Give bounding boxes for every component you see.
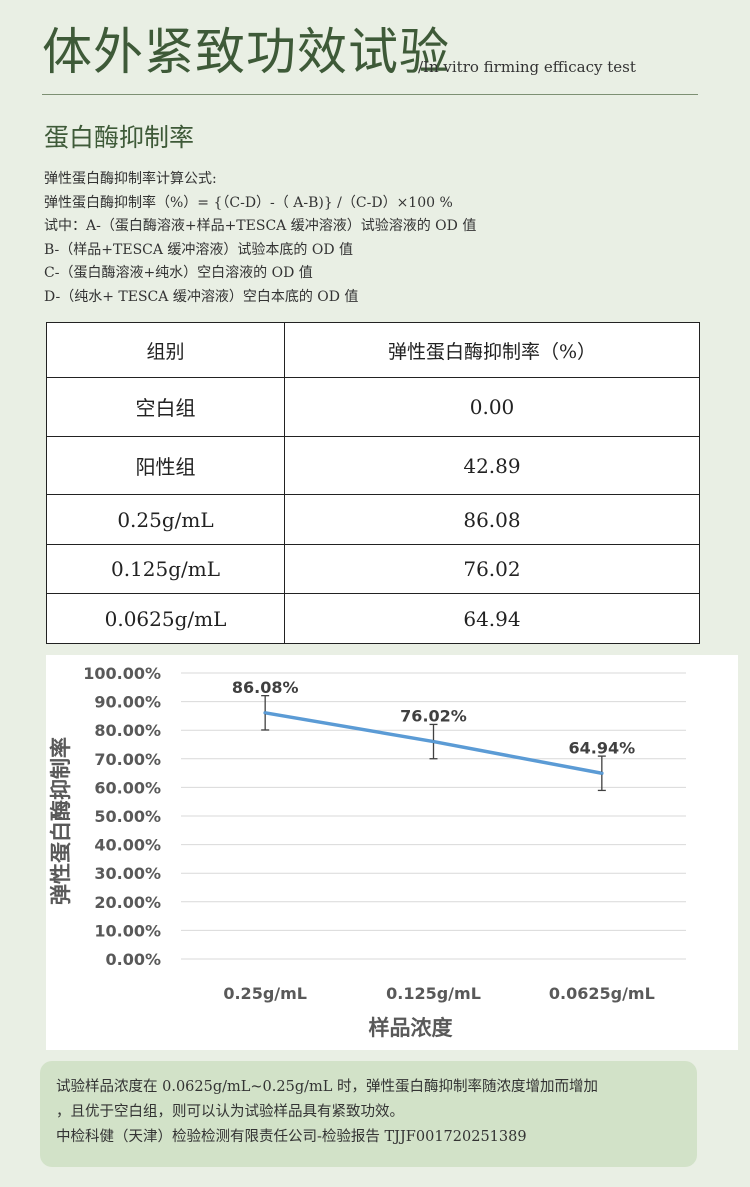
data-label: 86.08% — [232, 678, 299, 697]
data-point — [263, 711, 267, 715]
formula-block: 弹性蛋白酶抑制率计算公式: 弹性蛋白酶抑制率（%）= {（C-D）-（ A-B)… — [44, 168, 476, 309]
line-chart: 0.00% 10.00% 20.00% 30.00% 40.00% 50.00% 60.00… — [49, 664, 686, 1040]
x-axis-title: 样品浓度 — [369, 1016, 453, 1040]
y-tick-label: 80.00% — [94, 721, 161, 740]
table-row: 0.0625g/mL 64.94 — [46, 593, 700, 644]
x-tick-label: 0.125g/mL — [386, 984, 481, 1003]
formula-line: 弹性蛋白酶抑制率计算公式: — [44, 171, 217, 187]
y-tick-label: 90.00% — [94, 693, 161, 712]
table-cell: 76.02 — [284, 543, 700, 595]
table-cell: 0.25g/mL — [46, 494, 285, 545]
x-tick-label: 0.25g/mL — [223, 984, 307, 1003]
x-tick-label: 0.0625g/mL — [549, 984, 655, 1003]
y-tick-label: 0.00% — [105, 950, 161, 969]
table-cell: 64.94 — [284, 593, 700, 644]
formula-line: B-（样品+TESCA 缓冲溶液）试验本底的 OD 值 — [44, 241, 354, 258]
y-tick-label: 50.00% — [94, 807, 161, 826]
y-tick-label: 30.00% — [94, 864, 161, 883]
y-tick-label: 70.00% — [94, 750, 161, 769]
y-tick-label: 60.00% — [94, 778, 161, 797]
chart-container: 0.00% 10.00% 20.00% 30.00% 40.00% 50.00% 60.00… — [46, 655, 738, 1050]
table-cell: 0.00 — [284, 377, 700, 437]
table-cell: 0.0625g/mL — [46, 593, 285, 644]
y-tick-label: 40.00% — [94, 836, 161, 855]
results-table: 组别 弹性蛋白酶抑制率（%） 空白组 0.00 阳性组 42.89 0.25g/… — [46, 321, 700, 644]
data-point — [432, 740, 435, 744]
page-title: 体外紧致功效试验 — [42, 23, 450, 81]
y-tick-label: 20.00% — [94, 893, 161, 912]
table-cell: 86.08 — [284, 494, 700, 545]
conclusion-note: 试验样品浓度在 0.0625g/mL~0.25g/mL 时，弹性蛋白酶抑制率随浓… — [40, 1061, 697, 1167]
table-cell: 空白组 — [46, 377, 285, 437]
formula-line: D-（纯水+ TESCA 缓冲溶液）空白本底的 OD 值 — [44, 288, 359, 305]
formula-line: C-（蛋白酶溶液+纯水）空白溶液的 OD 值 — [44, 265, 313, 281]
header: 体外紧致功效试验 /In vitro firming efficacy test — [42, 20, 698, 95]
table-header-cell: 组别 — [46, 321, 285, 379]
note-line: 中检科健（天津）检验检测有限责任公司-检验报告 TJJF001720251389 — [56, 1129, 527, 1145]
data-point — [600, 771, 604, 775]
note-line: ，且优于空白组，则可以认为试验样品具有紧致功效。 — [56, 1104, 404, 1120]
table-cell: 0.125g/mL — [46, 543, 285, 595]
table-header-row: 组别 弹性蛋白酶抑制率（%） — [46, 321, 700, 379]
page-subtitle: /In vitro firming efficacy test — [418, 58, 636, 76]
formula-line: 弹性蛋白酶抑制率（%）= {（C-D）-（ A-B)} /（C-D）×100 % — [44, 194, 453, 211]
data-label: 76.02% — [400, 707, 467, 726]
table-header-cell: 弹性蛋白酶抑制率（%） — [284, 321, 700, 379]
section-title: 蛋白酶抑制率 — [44, 123, 195, 152]
y-tick-label: 10.00% — [94, 921, 161, 940]
table-row: 阳性组 42.89 — [46, 435, 700, 496]
table-row: 0.125g/mL 76.02 — [46, 543, 700, 595]
note-line: 试验样品浓度在 0.0625g/mL~0.25g/mL 时，弹性蛋白酶抑制率随浓… — [56, 1079, 598, 1095]
y-axis-title: 弹性蛋白酶抑制率 — [49, 737, 73, 905]
table-cell: 42.89 — [284, 435, 700, 496]
y-tick-label: 100.00% — [83, 664, 161, 683]
table-row: 空白组 0.00 — [46, 377, 700, 437]
table-cell: 阳性组 — [46, 435, 285, 496]
formula-line: 试中：A-（蛋白酶溶液+样品+TESCA 缓冲溶液）试验溶液的 OD 值 — [44, 218, 477, 234]
table-row: 0.25g/mL 86.08 — [46, 494, 700, 545]
data-label: 64.94% — [569, 738, 636, 757]
